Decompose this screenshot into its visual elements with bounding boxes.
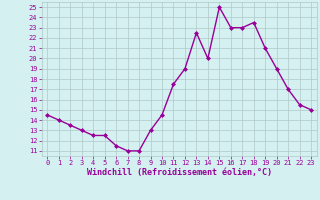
X-axis label: Windchill (Refroidissement éolien,°C): Windchill (Refroidissement éolien,°C) xyxy=(87,168,272,177)
